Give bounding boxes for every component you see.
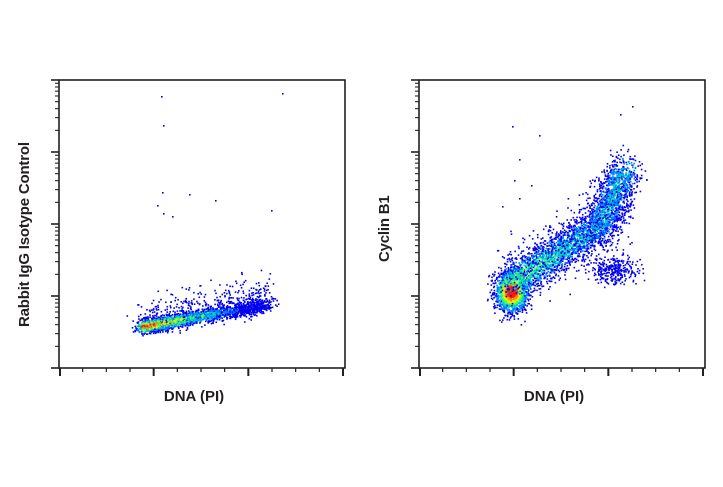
axes-left xyxy=(51,79,346,376)
axes-right xyxy=(411,79,706,376)
y-axis-label-right: Cyclin B1 xyxy=(376,195,393,262)
y-axis-label-left: Rabbit IgG Isotype Control xyxy=(16,142,33,327)
x-axis-label-right: DNA (PI) xyxy=(523,388,585,405)
scatter-left-isotype xyxy=(126,93,284,337)
scatter-right-cyclin-b1 xyxy=(486,106,648,326)
x-axis-label-left: DNA (PI) xyxy=(163,388,225,405)
